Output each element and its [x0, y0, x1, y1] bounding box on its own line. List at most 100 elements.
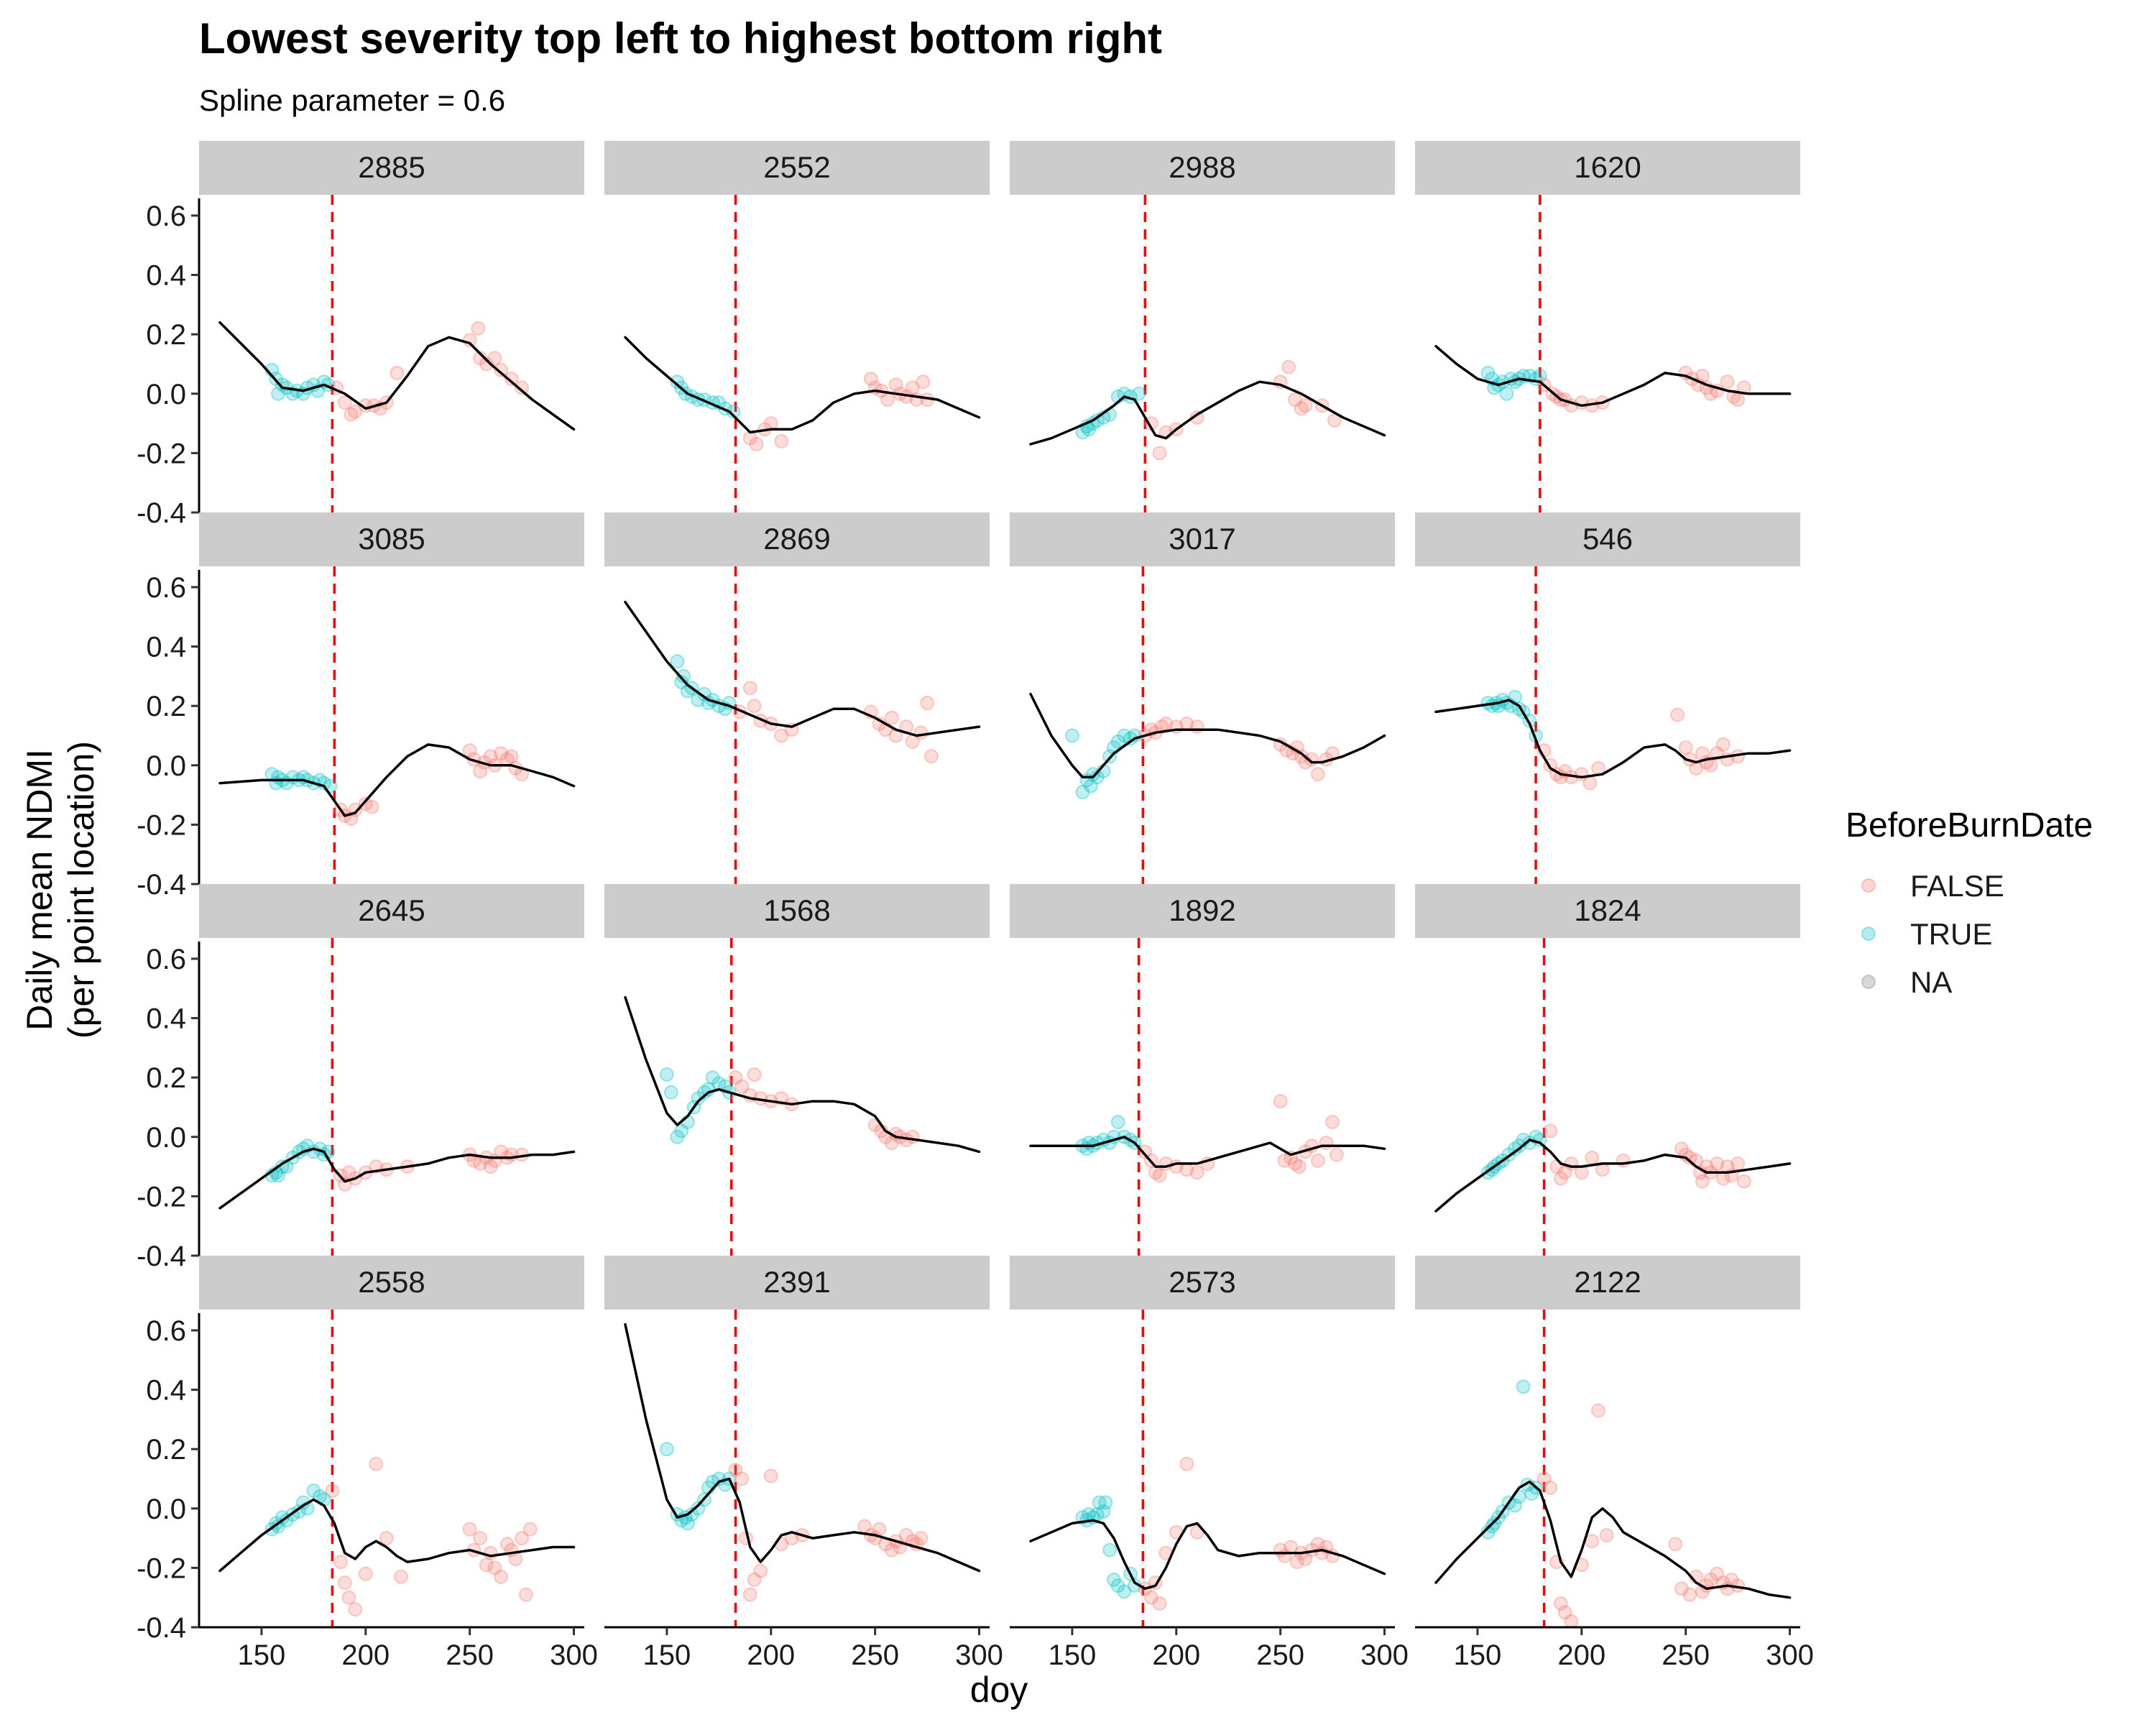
point-false — [494, 362, 509, 377]
point-false — [747, 1067, 762, 1082]
facet-strip-label: 2645 — [358, 893, 425, 927]
facet-strip — [199, 884, 584, 938]
point-false — [1152, 1596, 1167, 1611]
point-true — [1096, 1504, 1111, 1519]
spline-line — [1434, 699, 1792, 779]
point-true — [1485, 1519, 1500, 1534]
x-tick-label: 200 — [1557, 1639, 1606, 1671]
facet-strip — [199, 512, 584, 566]
point-false — [1152, 1168, 1167, 1183]
point-false — [1720, 374, 1735, 390]
point-false — [325, 1483, 340, 1498]
point-false — [753, 1563, 768, 1578]
point-true — [674, 675, 689, 690]
y-tick-label: 0.2 — [146, 1062, 186, 1094]
point-false — [884, 710, 899, 725]
point-false — [880, 392, 895, 408]
point-false — [473, 1531, 488, 1546]
facet-strip — [1010, 141, 1395, 195]
point-false — [920, 696, 935, 711]
point-false — [888, 377, 903, 392]
point-false — [462, 743, 477, 758]
point-false — [1590, 1403, 1606, 1418]
facet-strip-label: 2988 — [1169, 150, 1235, 184]
spline-line — [1434, 344, 1792, 408]
point-false — [504, 372, 519, 387]
point-true — [275, 1510, 290, 1525]
point-false — [913, 1531, 929, 1546]
point-false — [1287, 392, 1302, 408]
point-false — [1138, 1144, 1153, 1159]
y-axis-title-line2: (per point location) — [61, 741, 101, 1039]
point-false — [390, 365, 405, 380]
point-false — [905, 1129, 920, 1144]
y-tick-label: 0.4 — [146, 260, 186, 292]
facet-strip-label: 2391 — [763, 1265, 830, 1299]
point-false — [1325, 1115, 1340, 1130]
facet-strip-label: 2869 — [763, 522, 830, 556]
panel: 3017 — [1010, 512, 1395, 884]
point-false — [1710, 1566, 1725, 1581]
chart-subtitle: Spline parameter = 0.6 — [199, 83, 505, 117]
facet-strip — [1010, 1256, 1395, 1310]
point-false — [742, 1587, 757, 1602]
legend-label-false: FALSE — [1910, 869, 2004, 903]
facet-strip-label: 1892 — [1169, 893, 1235, 927]
point-false — [905, 380, 920, 395]
point-false — [1179, 1456, 1194, 1471]
point-false — [884, 1136, 899, 1151]
spline-line — [218, 321, 576, 431]
point-false — [916, 374, 931, 390]
x-tick-label: 150 — [1049, 1639, 1097, 1671]
point-false — [471, 321, 486, 336]
point-false — [1287, 1156, 1302, 1171]
point-false — [747, 699, 762, 714]
point-true — [1102, 1542, 1118, 1558]
facet-strip — [199, 1256, 584, 1310]
point-false — [728, 1463, 743, 1478]
point-true — [1110, 734, 1125, 749]
panel: 3085 -0.4 -0.2 0.0 0.2 0.4 0.6 — [137, 512, 584, 901]
point-false — [1298, 398, 1313, 413]
point-false — [504, 749, 519, 764]
point-false — [1564, 1614, 1579, 1629]
facet-strip-label: 546 — [1583, 522, 1633, 556]
panel: 546 — [1415, 512, 1800, 884]
point-false — [1682, 1587, 1697, 1602]
point-false — [749, 436, 764, 451]
point-false — [747, 1572, 762, 1587]
x-tick-label: 250 — [851, 1639, 899, 1671]
point-false — [1670, 707, 1685, 722]
point-false — [1543, 1480, 1558, 1495]
point-false — [1543, 1123, 1558, 1138]
panel: 2552 — [604, 141, 990, 512]
y-tick-label: -0.4 — [137, 497, 186, 529]
facet-strip — [1415, 512, 1800, 566]
point-false — [1294, 749, 1309, 764]
point-false — [884, 1542, 899, 1558]
point-true — [1110, 1115, 1125, 1130]
x-tick-label: 250 — [1662, 1639, 1710, 1671]
point-false — [1291, 1159, 1307, 1174]
facet-strip — [1415, 1256, 1800, 1310]
y-tick-label: 0.4 — [146, 632, 186, 663]
point-true — [670, 654, 685, 669]
point-true — [705, 1070, 720, 1085]
point-false — [1583, 776, 1598, 791]
point-false — [348, 404, 363, 419]
point-true — [691, 1091, 706, 1106]
point-false — [473, 764, 488, 779]
facet-strip-label: 2573 — [1169, 1265, 1235, 1299]
spline-line — [624, 995, 981, 1154]
point-false — [1310, 767, 1325, 782]
facet-strip — [604, 512, 990, 566]
legend-key-na — [1861, 975, 1876, 989]
point-false — [337, 395, 352, 410]
point-false — [1294, 401, 1309, 416]
point-false — [479, 1558, 494, 1573]
spline-line — [218, 743, 576, 817]
point-false — [1710, 1156, 1725, 1171]
point-false — [394, 1569, 409, 1584]
point-false — [1564, 1156, 1579, 1171]
point-false — [344, 407, 359, 422]
